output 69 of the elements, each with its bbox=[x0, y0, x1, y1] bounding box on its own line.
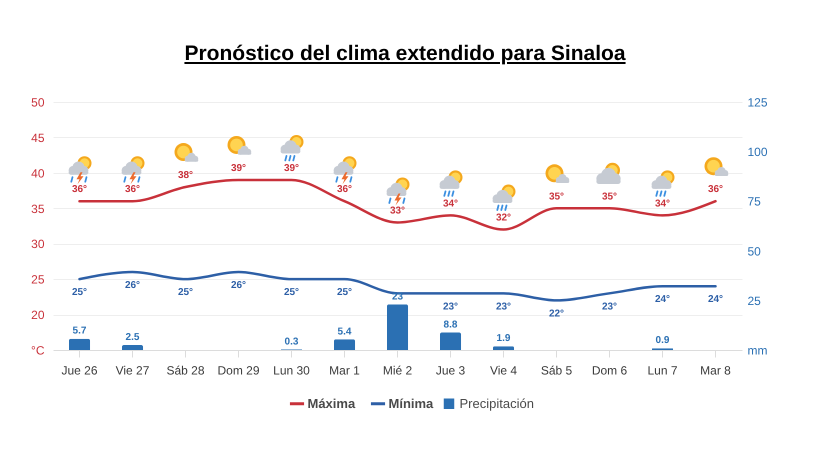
data-label: 36° bbox=[72, 184, 88, 196]
x-tick-label: Jue 26 bbox=[61, 364, 98, 378]
legend-label: Precipitación bbox=[460, 396, 534, 411]
data-label: 34° bbox=[442, 198, 458, 210]
data-label: 38° bbox=[178, 170, 194, 182]
data-label: 35° bbox=[602, 191, 618, 202]
data-label: 25° bbox=[336, 287, 352, 298]
data-label: 39° bbox=[284, 162, 300, 174]
data-label: 33° bbox=[390, 205, 406, 216]
data-label: 24° bbox=[708, 294, 724, 306]
chart-title: Pronóstico del clima extendido para Sinaloa bbox=[184, 42, 626, 65]
y2-tick-label: 75 bbox=[748, 194, 762, 209]
data-label: 5.7 bbox=[72, 326, 87, 337]
data-label: 2.5 bbox=[126, 332, 140, 344]
x-tick-label: Dom 6 bbox=[592, 364, 628, 378]
data-label: 36° bbox=[336, 184, 352, 196]
data-label: 32° bbox=[496, 212, 512, 224]
y2-tick-label: 50 bbox=[748, 244, 762, 258]
data-label: 1.9 bbox=[496, 333, 511, 344]
data-label: 23° bbox=[442, 301, 458, 312]
data-label: 23 bbox=[392, 291, 404, 302]
data-label: 25° bbox=[72, 287, 88, 298]
y2-tick-label: 100 bbox=[748, 145, 768, 160]
y-tick-label: 25 bbox=[31, 272, 45, 287]
y-tick-label: 50 bbox=[31, 96, 45, 110]
bar bbox=[334, 339, 356, 350]
data-label: 25° bbox=[178, 287, 194, 298]
data-label: 0.9 bbox=[656, 335, 670, 346]
y-tick-label: 45 bbox=[31, 130, 45, 145]
x-tick-label: Dom 29 bbox=[217, 364, 260, 378]
data-label: 34° bbox=[654, 198, 670, 210]
bar bbox=[68, 338, 90, 350]
legend-label: Mínima bbox=[388, 396, 434, 411]
bar bbox=[122, 345, 144, 350]
data-label: 22° bbox=[548, 308, 564, 320]
data-label: 0.3 bbox=[284, 336, 299, 348]
y-tick-label: 30 bbox=[31, 237, 45, 252]
data-label: 8.8 bbox=[444, 320, 458, 331]
x-tick-label: Vie 4 bbox=[490, 364, 518, 378]
x-tick-label: Sáb 5 bbox=[540, 364, 573, 378]
x-tick-label: Sáb 28 bbox=[166, 364, 205, 378]
data-label: 26° bbox=[124, 280, 140, 292]
y-tick-label: 20 bbox=[31, 308, 45, 322]
y2-tick-label: mm bbox=[748, 344, 768, 358]
y2-tick-label: 25 bbox=[748, 294, 762, 308]
data-label: 23° bbox=[496, 301, 512, 312]
y-tick-label: 35 bbox=[31, 202, 45, 216]
legend-label: Máxima bbox=[308, 396, 356, 411]
x-tick-label: Mar 1 bbox=[329, 364, 360, 378]
x-tick-label: Mar 8 bbox=[700, 364, 732, 378]
y-tick-label: 40 bbox=[31, 166, 45, 180]
data-label: 26° bbox=[230, 280, 246, 292]
x-tick-label: Mié 2 bbox=[382, 364, 412, 378]
y-tick-label: °C bbox=[31, 344, 45, 358]
data-label: 35° bbox=[548, 191, 564, 202]
bar bbox=[440, 332, 462, 350]
bar bbox=[386, 304, 408, 350]
data-label: 25° bbox=[284, 287, 300, 298]
data-label: 23° bbox=[602, 301, 618, 312]
data-label: 39° bbox=[230, 162, 246, 174]
data-label: 5.4 bbox=[338, 326, 352, 338]
data-label: 36° bbox=[708, 184, 724, 196]
x-tick-label: Jue 3 bbox=[436, 364, 466, 378]
x-tick-label: Vie 27 bbox=[116, 364, 150, 378]
data-label: 36° bbox=[124, 184, 140, 196]
y2-tick-label: 125 bbox=[748, 96, 768, 110]
x-tick-label: Lun 30 bbox=[273, 364, 310, 378]
data-label: 24° bbox=[654, 294, 670, 306]
x-tick-label: Lun 7 bbox=[647, 364, 678, 378]
